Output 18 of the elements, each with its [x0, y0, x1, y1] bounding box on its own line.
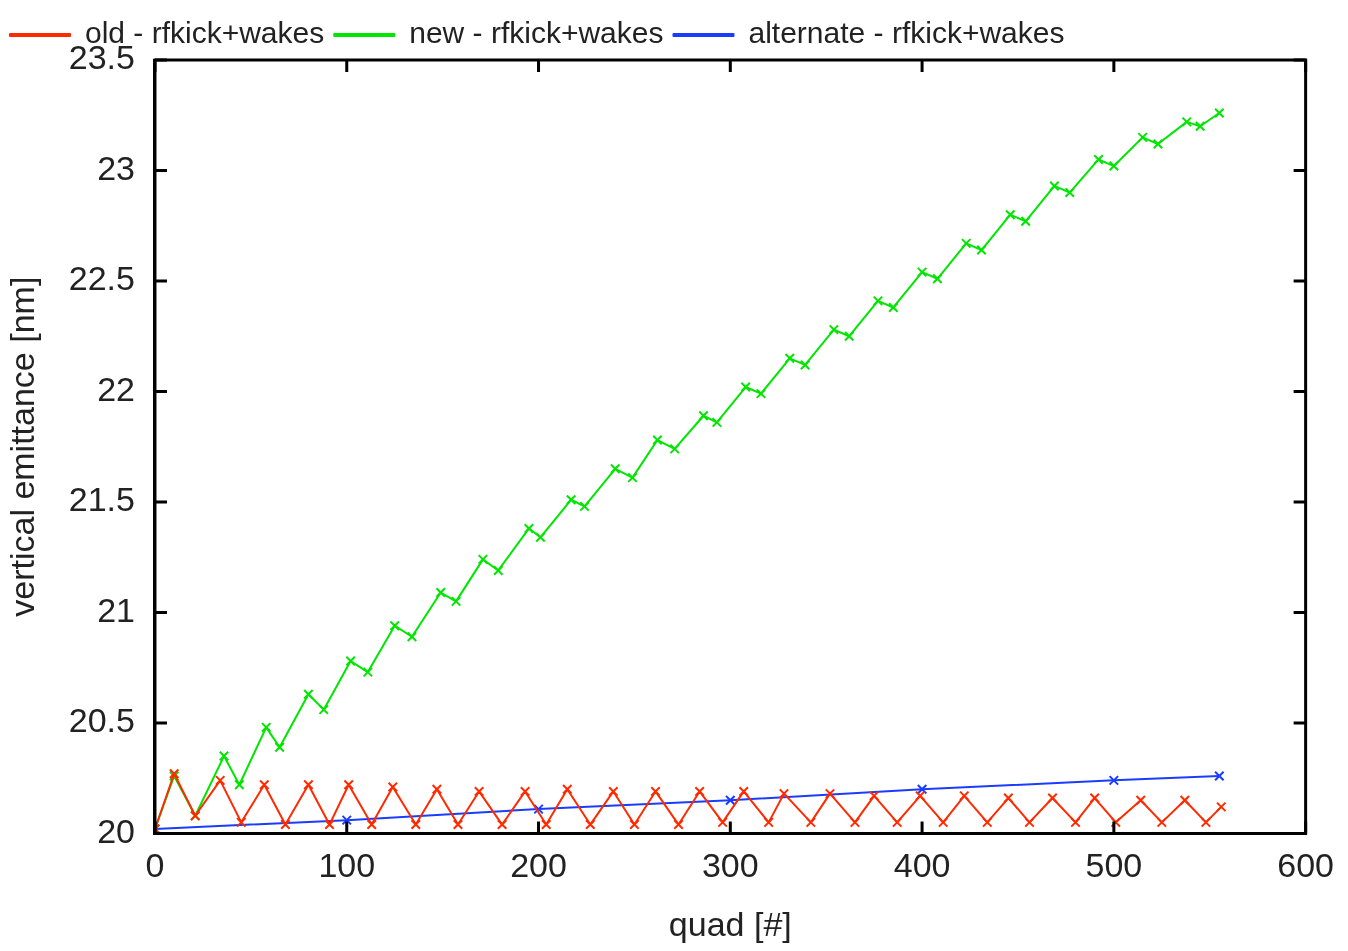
y-axis-title: vertical emittance [nm] — [2, 276, 41, 617]
x-tick-label: 300 — [701, 846, 759, 885]
legend-label: new - rfkick+wakes — [409, 16, 664, 50]
x-tick-label: 200 — [510, 846, 567, 885]
y-tick-label: 22.5 — [68, 259, 135, 298]
x-tick-label: 100 — [318, 846, 376, 885]
x-tick-label: 500 — [1085, 846, 1143, 885]
x-tick-label: 600 — [1277, 846, 1334, 885]
x-tick-label: 0 — [145, 846, 165, 885]
x-axis-title: quad [#] — [668, 904, 792, 943]
y-tick-label: 20.5 — [68, 701, 135, 740]
x-tick-label: 400 — [893, 846, 951, 885]
y-tick-label: 23 — [97, 148, 135, 187]
legend-label: alternate - rfkick+wakes — [748, 16, 1065, 50]
y-tick-label: 22 — [97, 369, 135, 408]
y-tick-label: 21 — [97, 590, 135, 629]
y-tick-label: 20 — [97, 811, 135, 850]
y-tick-label: 21.5 — [68, 480, 135, 519]
